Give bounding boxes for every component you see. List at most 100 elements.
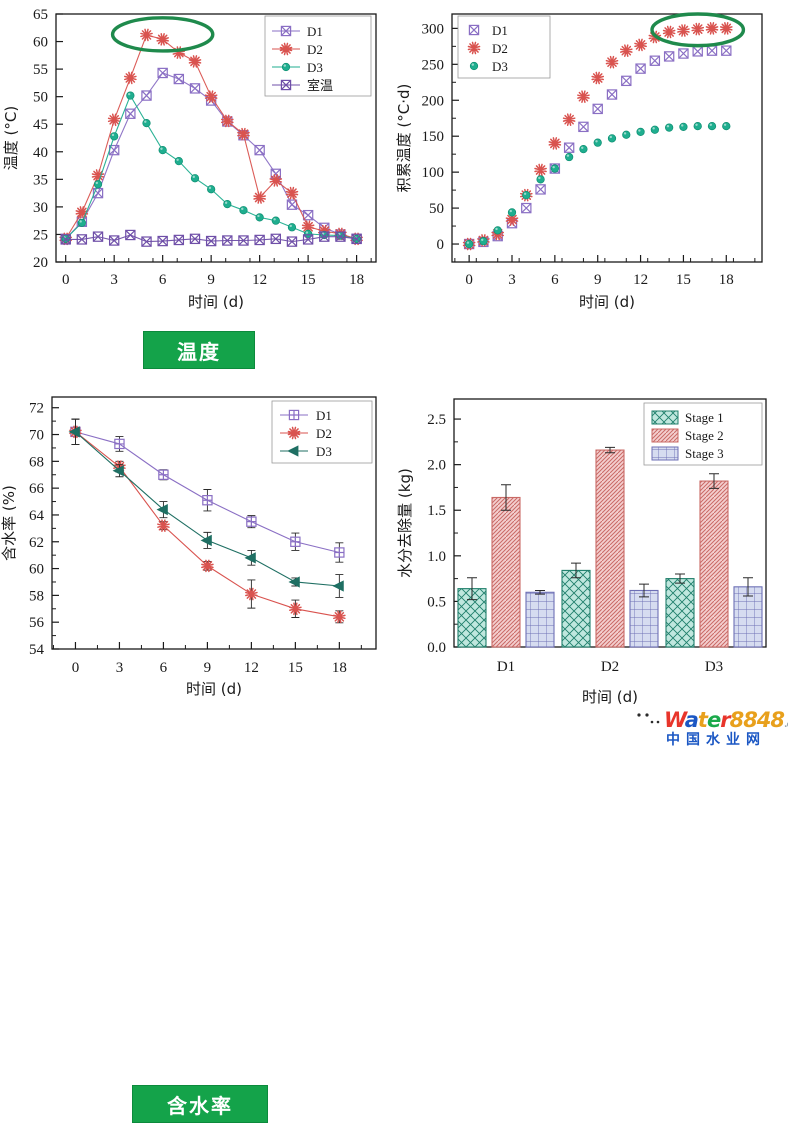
legend: D1 D2 D3 — [457, 15, 551, 79]
svg-text:66: 66 — [29, 481, 45, 497]
svg-text:100: 100 — [422, 165, 445, 181]
panel-temperature: 0 3 6 9 12 15 18 20 25 30 35 40 45 50 55 60 65 D1 D2 D3 室温 … — [0, 0, 394, 377]
svg-text:62: 62 — [29, 535, 44, 551]
svg-text:D2: D2 — [307, 42, 323, 57]
svg-text:6: 6 — [159, 272, 167, 288]
svg-text:0.0: 0.0 — [427, 640, 446, 656]
svg-text:D1: D1 — [307, 24, 323, 39]
legend: D1 D2 D3 — [271, 400, 373, 464]
svg-text:35: 35 — [33, 172, 48, 188]
svg-text:72: 72 — [29, 401, 44, 417]
svg-text:15: 15 — [676, 272, 691, 288]
plot-frame — [51, 396, 377, 650]
svg-text:9: 9 — [204, 660, 212, 676]
svg-text:D2: D2 — [601, 659, 619, 675]
annotation-ellipse — [110, 16, 215, 53]
svg-text:Stage 3: Stage 3 — [685, 446, 724, 461]
svg-text:30: 30 — [33, 200, 48, 216]
svg-text:2.5: 2.5 — [427, 412, 446, 428]
svg-text:20: 20 — [33, 255, 48, 271]
svg-text:200: 200 — [422, 93, 445, 109]
svg-text:56: 56 — [29, 615, 45, 631]
plot-frame — [55, 13, 377, 263]
axis-ticks: 0 3 6 9 12 15 18 0 50 100 150 200 250 300 — [422, 21, 756, 288]
svg-text:9: 9 — [207, 272, 215, 288]
legend: Stage 1 Stage 2 Stage 3 — [643, 402, 763, 466]
svg-text:0: 0 — [465, 272, 473, 288]
svg-text:64: 64 — [29, 508, 45, 524]
axis-ticks: 0.0 0.5 1.0 1.5 2.0 2.5 — [427, 412, 461, 656]
svg-text:15: 15 — [288, 660, 303, 676]
svg-text:0.5: 0.5 — [427, 594, 446, 610]
svg-text:60: 60 — [29, 562, 44, 578]
svg-text:D1: D1 — [316, 408, 332, 423]
panel-moisture: 0 3 6 9 12 15 18 54 56 58 60 62 64 66 68 70 72 D1 D2 D3 时间… — [0, 377, 394, 1123]
bar-group: D1 D2 D3 — [457, 446, 763, 675]
svg-text:45: 45 — [33, 117, 48, 133]
banner-moisture: 含水率 — [132, 1085, 268, 1123]
x-axis-title: 时间 (d) — [579, 293, 635, 311]
axis-ticks: 0 3 6 9 12 15 18 54 56 58 60 62 64 66 68 70 72 — [29, 401, 362, 676]
y-axis-title: 水分去除量 (kg) — [396, 468, 414, 578]
plot-frame — [451, 13, 763, 263]
svg-text:2.0: 2.0 — [427, 458, 446, 474]
svg-text:1.0: 1.0 — [427, 549, 446, 565]
cumulative-chart: 0 3 6 9 12 15 18 0 50 100 150 200 250 300 D1 D2 D3 时间 (… — [394, 0, 788, 377]
moisture-chart: 0 3 6 9 12 15 18 54 56 58 60 62 64 66 68 70 72 D1 D2 D3 时间… — [0, 377, 394, 754]
svg-text:18: 18 — [332, 660, 347, 676]
panel-cumulative: 0 3 6 9 12 15 18 0 50 100 150 200 250 300 D1 D2 D3 时间 (… — [394, 0, 788, 377]
axis-ticks: 0 3 6 9 12 15 18 20 25 30 35 40 45 50 55 60 65 — [33, 7, 372, 288]
svg-text:Stage 2: Stage 2 — [685, 428, 724, 443]
svg-text:18: 18 — [349, 272, 364, 288]
svg-text:室温: 室温 — [307, 78, 333, 94]
svg-text:70: 70 — [29, 428, 44, 444]
svg-text:25: 25 — [33, 227, 48, 243]
data-series-group — [68, 418, 346, 624]
y-axis-title: 积累温度 (°C·d) — [395, 84, 413, 193]
panel-removal: 0.0 0.5 1.0 1.5 2.0 2.5 D1 D2 D3 Stage 1 Stage 2… — [394, 377, 788, 754]
svg-text:54: 54 — [29, 642, 45, 658]
y-axis-title: 温度 (°C) — [2, 106, 20, 170]
svg-text:65: 65 — [33, 7, 48, 23]
svg-text:58: 58 — [29, 588, 44, 604]
y-axis-title: 含水率 (%) — [0, 485, 18, 561]
svg-text:9: 9 — [594, 272, 602, 288]
svg-text:3: 3 — [508, 272, 516, 288]
svg-text:0: 0 — [437, 237, 445, 253]
svg-text:6: 6 — [160, 660, 168, 676]
svg-text:D1: D1 — [492, 23, 508, 38]
x-axis-title: 时间 (d) — [188, 293, 244, 311]
svg-text:250: 250 — [422, 57, 445, 73]
svg-text:40: 40 — [33, 145, 48, 161]
svg-text:300: 300 — [422, 21, 445, 37]
svg-text:55: 55 — [33, 62, 48, 78]
svg-text:1.5: 1.5 — [427, 503, 446, 519]
svg-text:D3: D3 — [492, 59, 508, 74]
svg-text:12: 12 — [244, 660, 259, 676]
svg-text:D3: D3 — [705, 659, 723, 675]
banner-temperature: 温度 — [143, 331, 255, 369]
svg-text:0: 0 — [62, 272, 70, 288]
removal-chart: 0.0 0.5 1.0 1.5 2.0 2.5 D1 D2 D3 Stage 1 Stage 2… — [394, 377, 788, 754]
svg-text:150: 150 — [422, 129, 445, 145]
x-axis-title: 时间 (d) — [186, 680, 242, 698]
svg-text:D3: D3 — [316, 444, 332, 459]
svg-text:50: 50 — [33, 90, 48, 106]
svg-text:12: 12 — [633, 272, 648, 288]
svg-text:3: 3 — [116, 660, 124, 676]
data-series-group — [462, 22, 733, 251]
svg-text:D1: D1 — [497, 659, 515, 675]
svg-text:15: 15 — [301, 272, 316, 288]
svg-text:12: 12 — [252, 272, 267, 288]
svg-text:68: 68 — [29, 454, 44, 470]
svg-text:D2: D2 — [316, 426, 332, 441]
svg-text:50: 50 — [429, 201, 444, 217]
svg-text:0: 0 — [72, 660, 80, 676]
svg-text:D3: D3 — [307, 60, 323, 75]
svg-text:3: 3 — [110, 272, 118, 288]
svg-text:Stage 1: Stage 1 — [685, 410, 724, 425]
annotation-ellipse — [650, 12, 746, 48]
data-series-group — [59, 28, 363, 247]
